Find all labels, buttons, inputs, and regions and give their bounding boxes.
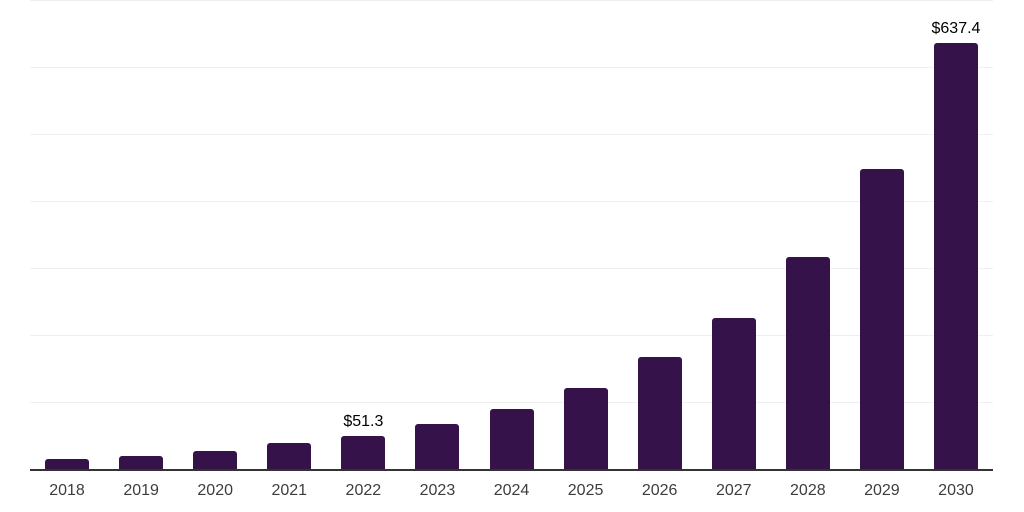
bar-2030 [933, 42, 978, 470]
bar-2021 [267, 443, 312, 470]
data-label-2030: $637.4 [931, 19, 981, 37]
x-tick-2030: 2030 [938, 482, 974, 499]
x-tick-2027: 2027 [715, 482, 752, 499]
bar-2025 [563, 388, 608, 470]
bar-2029 [859, 168, 904, 470]
x-axis-line [30, 469, 993, 471]
x-axis-labels: 2018 2019 2020 2021 2022 2023 2024 2025 2026 2027… [30, 470, 993, 512]
bar-slot-2021 [252, 1, 326, 470]
bar-slot-2029 [845, 1, 919, 470]
bar-slot-2022: $51.3 [326, 1, 400, 470]
bar-slot-2027 [697, 1, 771, 470]
x-tick-2028: 2028 [790, 482, 826, 499]
bar-2020 [193, 450, 238, 470]
gridline-500 [30, 134, 993, 135]
x-tick-2023: 2023 [419, 482, 456, 499]
bar-slot-2023 [400, 1, 474, 470]
gridline-100 [30, 402, 993, 403]
bar-slot-2024 [474, 1, 548, 470]
gridline-600 [30, 67, 993, 68]
bar-2024 [489, 409, 534, 470]
x-tick-2020: 2020 [197, 482, 233, 499]
x-tick-2018: 2018 [49, 482, 85, 499]
x-tick-2029: 2029 [864, 482, 900, 499]
gridline-200 [30, 335, 993, 336]
bar-2019 [119, 455, 164, 470]
x-tick-2021: 2021 [271, 482, 308, 499]
bar-slot-2025 [549, 1, 623, 470]
x-tick-2026: 2026 [641, 482, 678, 499]
bar-2023 [415, 424, 460, 470]
gridline-700 [30, 0, 993, 1]
bar-2028 [785, 256, 830, 470]
x-tick-2022: 2022 [345, 482, 382, 499]
bar-slot-2030: $637.4 [919, 1, 993, 470]
bar-slot-2028 [771, 1, 845, 470]
gridline-300 [30, 268, 993, 269]
bars-container: $51.3 $637.4 [30, 1, 993, 470]
bar-2026 [637, 357, 682, 470]
bar-2022 [341, 435, 386, 470]
bar-2018 [45, 458, 90, 470]
gridline-400 [30, 201, 993, 202]
bar-slot-2020 [178, 1, 252, 470]
x-tick-2019: 2019 [123, 482, 159, 499]
bar-slot-2018 [30, 1, 104, 470]
bar-slot-2026 [623, 1, 697, 470]
plot-area: $51.3 $637.4 [30, 0, 993, 471]
x-tick-2024: 2024 [493, 482, 530, 499]
x-tick-2025: 2025 [567, 482, 604, 499]
bar-2027 [711, 317, 756, 470]
data-label-2022: $51.3 [343, 412, 384, 430]
bar-slot-2019 [104, 1, 178, 470]
